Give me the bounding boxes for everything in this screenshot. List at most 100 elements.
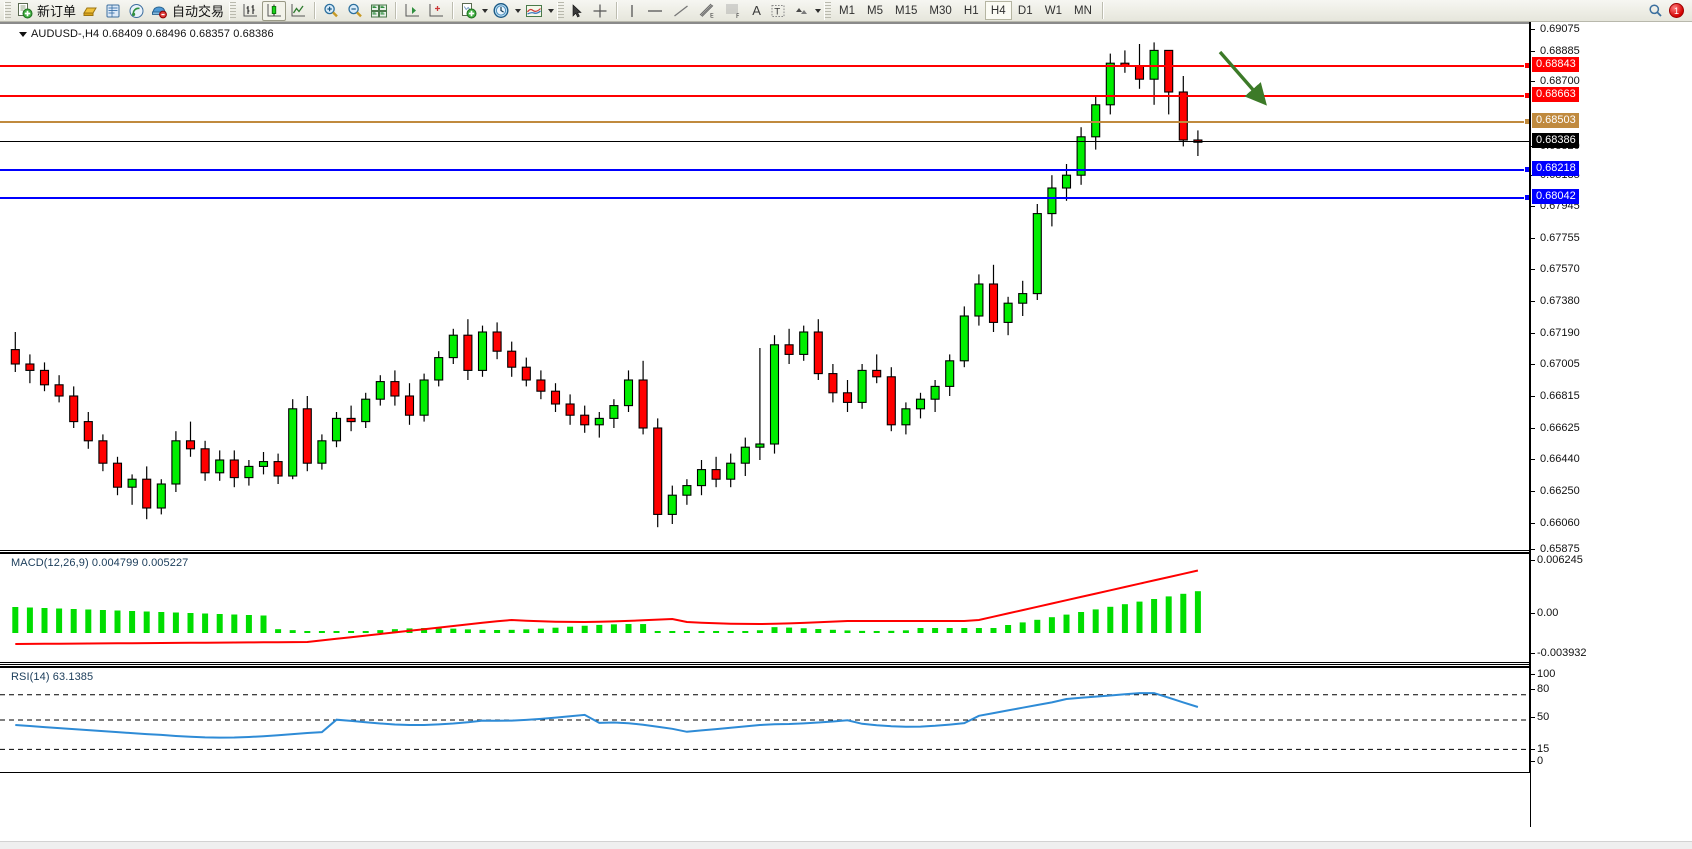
chart-collapse-icon[interactable] [19,31,27,37]
rsi-tick-80: 80 [1531,684,1549,695]
macd-label: MACD(12,26,9) 0.004799 0.005227 [11,557,189,569]
toolbar-grip-2[interactable] [229,1,237,20]
level-tag-pivot[interactable]: 0.68503 [1532,113,1579,128]
fibonacci-icon[interactable]: F [720,1,746,21]
autoscroll-icon[interactable] [424,1,448,21]
crosshair-icon[interactable] [588,1,612,21]
timeframe-m15[interactable]: M15 [895,4,918,17]
main-toolbar: 新订单 [0,0,1692,22]
cursor-icon[interactable] [566,1,588,21]
templates-dropdown-caret[interactable] [546,9,555,13]
candlestick-chart-icon[interactable] [262,0,287,21]
pane-divider-rsi[interactable] [0,664,1530,667]
rsi-label: RSI(14) 63.1385 [11,671,94,683]
new-order-label[interactable]: 新订单 [37,4,77,19]
shapes-icon[interactable] [789,1,813,21]
market-watch-icon[interactable] [102,1,125,21]
rsi-series [0,692,1530,750]
timeframe-m30[interactable]: M30 [929,4,952,17]
toolbar-grip-4[interactable] [824,1,832,20]
bar-chart-icon[interactable] [238,1,262,21]
templates-icon[interactable] [522,1,546,21]
macd-tick-max: 0.006245 [1531,555,1583,566]
resistance-line-0-68663[interactable] [0,92,1531,99]
notification-badge[interactable]: 1 [1669,3,1684,18]
zoom-in-icon[interactable] [319,1,343,21]
line-chart-icon[interactable] [286,1,310,21]
price-tick: 0.67190 [1531,328,1580,339]
toolbar-separator-4 [616,2,618,19]
price-tick: 0.66440 [1531,454,1580,465]
symbol-ohlc-label: AUDUSD-,H4 0.68409 0.68496 0.68357 0.683… [14,28,274,40]
trend-arrow[interactable] [1210,42,1300,132]
price-tick: 0.67380 [1531,296,1580,307]
zoom-out-icon[interactable] [343,1,367,21]
price-scale[interactable]: 0.69075 0.68885 0.68700 0.68320 0.68135 … [1530,22,1692,827]
text-label-icon[interactable]: T [767,1,789,21]
new-order-icon[interactable] [13,1,36,21]
toolbar-grip[interactable] [4,1,11,20]
autotrading-icon[interactable] [148,1,171,21]
autotrading-label[interactable]: 自动交易 [172,4,225,19]
timeframe-w1[interactable]: W1 [1044,4,1062,17]
period-icon[interactable] [489,1,513,21]
price-tick: 0.66250 [1531,486,1580,497]
timeframe-d1[interactable]: D1 [1017,4,1033,17]
macd-tick-min: -0.003932 [1531,648,1587,659]
level-tag-resistance-1[interactable]: 0.68843 [1532,57,1579,72]
signal-icon[interactable] [125,1,148,21]
pivot-line-0-68503[interactable] [0,118,1531,125]
price-tick: 0.67570 [1531,264,1580,275]
tile-windows-icon[interactable] [367,1,391,21]
price-tick: 0.67945 [1531,201,1580,212]
price-tick: 0.67005 [1531,359,1580,370]
vertical-line-icon[interactable] [621,1,642,21]
timeframe-h4[interactable]: H4 [984,1,1012,20]
toolbar-separator-5 [1101,2,1103,19]
timeframe-m5[interactable]: M5 [867,4,883,17]
svg-text:E: E [710,13,714,20]
shift-chart-icon[interactable] [400,1,424,21]
level-tag-support-2[interactable]: 0.68042 [1532,189,1579,204]
last-price-line-0-68386 [0,141,1530,142]
support-line-0-68042[interactable] [0,194,1531,201]
timeframe-mn[interactable]: MN [1074,4,1092,17]
macd-pane[interactable]: MACD(12,26,9) 0.004799 0.005227 [0,553,1530,663]
price-tick: 0.67755 [1531,233,1580,244]
rsi-tick-0: 0 [1531,756,1543,767]
price-tick: 0.65875 [1531,544,1580,555]
candlestick-series [10,42,1203,528]
rsi-pane[interactable]: RSI(14) 63.1385 [0,667,1530,773]
text-icon[interactable]: A [752,3,761,18]
gold-bar-icon[interactable] [79,1,102,21]
timeframe-h1[interactable]: H1 [963,4,979,17]
search-icon[interactable] [1645,1,1666,21]
macd-series [12,569,1201,645]
indicators-icon[interactable] [457,1,480,21]
support-line-0-68218[interactable] [0,166,1531,173]
level-tag-support-1[interactable]: 0.68218 [1532,161,1579,176]
pane-divider-macd[interactable] [0,550,1530,553]
price-tick: 0.66815 [1531,391,1580,402]
period-dropdown-caret[interactable] [513,9,522,13]
toolbar-grip-3[interactable] [557,1,565,20]
resistance-line-0-68843[interactable] [0,62,1531,69]
price-pane[interactable]: AUDUSD-,H4 0.68409 0.68496 0.68357 0.683… [0,22,1531,550]
macd-tick-zero: 0.00 [1531,608,1558,619]
price-tick: 0.66060 [1531,518,1580,529]
toolbar-separator-3 [452,2,454,19]
horizontal-line-icon[interactable] [642,1,668,21]
last-price-tag: 0.68386 [1532,133,1579,148]
equidistant-channel-icon[interactable]: E [694,1,720,21]
trendline-icon[interactable] [668,1,694,21]
rsi-tick-100: 100 [1531,669,1555,680]
shapes-dropdown-caret[interactable] [813,9,822,13]
level-tag-resistance-2[interactable]: 0.68663 [1532,87,1579,102]
chart-canvas-area[interactable]: AUDUSD-,H4 0.68409 0.68496 0.68357 0.683… [0,22,1692,827]
price-tick: 0.66625 [1531,423,1580,434]
price-tick: 0.68885 [1531,46,1580,57]
timeframe-m1[interactable]: M1 [839,4,856,17]
indicators-dropdown-caret[interactable] [480,9,489,13]
toolbar-separator-1 [314,2,316,19]
